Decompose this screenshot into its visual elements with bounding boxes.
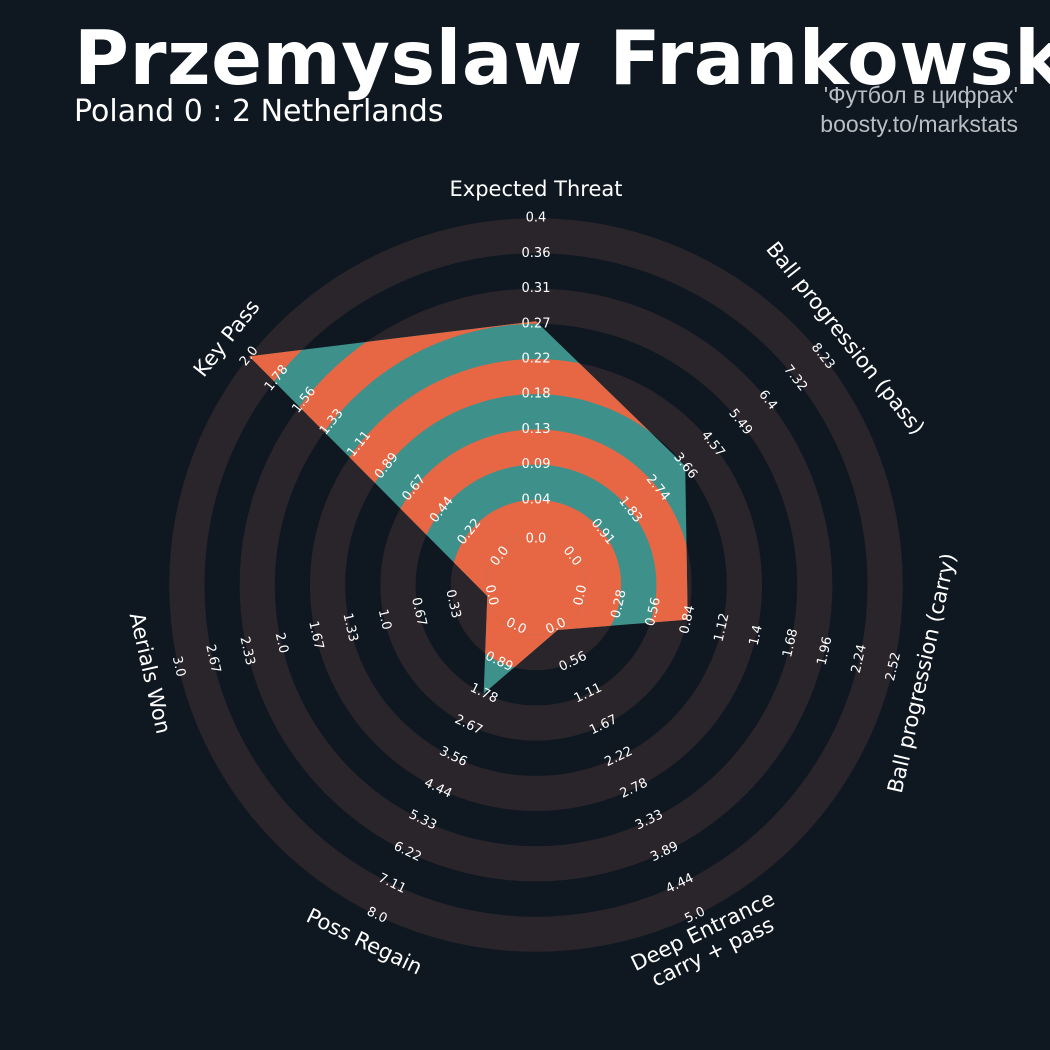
value-alt-band bbox=[450, 499, 622, 671]
tick-label: 0.27 bbox=[522, 316, 551, 331]
tick-label: 1.68 bbox=[780, 627, 801, 659]
tick-label: 0.09 bbox=[522, 457, 551, 472]
tick-label: 0.31 bbox=[522, 281, 551, 296]
param-label: Aerials Won bbox=[125, 610, 176, 736]
tick-label: 0.28 bbox=[609, 588, 630, 620]
tick-label: 3.0 bbox=[169, 655, 188, 679]
tick-label: 2.52 bbox=[883, 651, 904, 683]
tick-label: 1.4 bbox=[747, 624, 766, 648]
tick-label: 0.4 bbox=[526, 211, 547, 226]
value-alt-bands bbox=[249, 321, 688, 694]
tick-label: 1.96 bbox=[814, 635, 835, 667]
tick-label: 0.56 bbox=[643, 596, 664, 628]
tick-labels: 0.0 0.04 0.09 0.13 0.18 0.22 0.27 0.31 0.36 0.4 0.… bbox=[169, 211, 904, 927]
tick-label: 0.13 bbox=[522, 422, 551, 437]
tick-label: 2.33 bbox=[236, 635, 257, 667]
tick-label: 0.0 bbox=[482, 583, 501, 607]
param-label: Expected Threat bbox=[450, 177, 623, 201]
tick-label: 2.24 bbox=[849, 643, 870, 675]
tick-label: 0.04 bbox=[522, 492, 551, 507]
tick-label: 0.22 bbox=[522, 352, 551, 367]
tick-label: 1.12 bbox=[711, 612, 732, 644]
tick-label: 0.33 bbox=[442, 588, 463, 620]
tick-label: 0.18 bbox=[522, 387, 551, 402]
param-label-line: Aerials Won bbox=[125, 610, 176, 736]
tick-label: 1.0 bbox=[375, 608, 394, 632]
tick-label: 0.67 bbox=[408, 596, 429, 628]
credit-line-2: boosty.to/markstats bbox=[820, 111, 1018, 137]
tick-label: 0.0 bbox=[526, 532, 547, 547]
credit-line-1: 'Футбол в цифрах' bbox=[823, 82, 1018, 108]
value-shape bbox=[249, 321, 688, 694]
match-score: Poland 0 : 2 Netherlands bbox=[74, 94, 444, 129]
tick-label: 1.33 bbox=[339, 612, 360, 644]
tick-label: 0.36 bbox=[522, 246, 551, 261]
tick-label: 0.84 bbox=[677, 604, 698, 636]
tick-label: 1.67 bbox=[305, 620, 326, 652]
page-title: Przemyslaw Frankowski bbox=[74, 14, 1050, 102]
tick-label: 2.0 bbox=[272, 631, 291, 655]
param-label-line: Expected Threat bbox=[450, 177, 623, 201]
center-disc bbox=[486, 535, 586, 635]
tick-label: 0.0 bbox=[571, 583, 590, 607]
tick-label: 2.67 bbox=[202, 643, 223, 675]
